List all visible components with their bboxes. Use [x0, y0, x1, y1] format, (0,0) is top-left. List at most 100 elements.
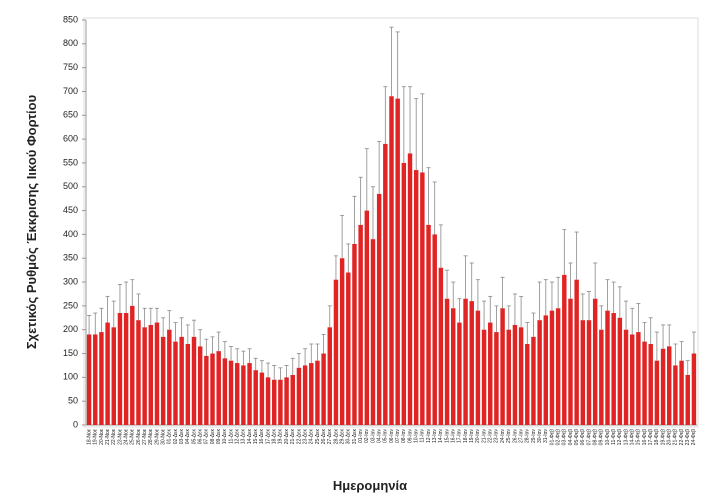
bar: [247, 363, 252, 425]
x-tick-label: 29-Δεκ: [339, 429, 345, 445]
x-tick-label: 22-Νοε: [111, 428, 117, 445]
bar: [679, 360, 684, 425]
bar: [370, 239, 376, 425]
bar: [278, 379, 283, 425]
x-tick-label: 24-Ιαν: [500, 429, 506, 444]
x-tick-label: 20-Ιαν: [475, 429, 481, 444]
x-tick-label: 23-Δεκ: [302, 429, 308, 445]
x-tick-label: 22-Δεκ: [296, 429, 302, 445]
x-tick-label: 02-Δεκ: [173, 429, 179, 445]
x-tick-label: 30-Δεκ: [346, 429, 352, 445]
bar: [500, 308, 505, 425]
y-tick-label: 600: [63, 133, 78, 143]
x-tick-label: 26-Νοε: [136, 428, 142, 445]
x-tick-label: 25-Ιαν: [506, 429, 512, 444]
x-tick-label: 23-Ιαν: [494, 429, 500, 444]
y-tick-label: 850: [63, 14, 78, 24]
x-tick-label: 08-Φεβ: [592, 429, 598, 445]
bar: [642, 341, 647, 425]
x-tick-label: 05-Ιαν: [383, 429, 389, 444]
bar: [346, 272, 351, 425]
x-tick-label: 11-Δεκ: [228, 429, 234, 444]
bar: [629, 334, 635, 425]
bar: [309, 363, 314, 425]
bar: [265, 377, 271, 425]
x-tick-label: 01-Ιαν: [358, 429, 364, 444]
x-tick-label: 19-Ιαν: [469, 429, 475, 444]
y-tick-label: 650: [63, 110, 78, 120]
bar: [469, 301, 474, 425]
x-tick-label: 28-Δεκ: [333, 429, 339, 445]
x-tick-label: 24-Νοε: [123, 428, 129, 445]
x-tick-label: 13-Δεκ: [241, 429, 247, 445]
y-tick-label: 150: [63, 348, 78, 358]
bar: [259, 372, 265, 425]
x-tick-label: 12-Δεκ: [235, 429, 241, 445]
bar: [185, 344, 191, 425]
bar: [364, 210, 370, 425]
x-tick-label: 17-Δεκ: [265, 429, 271, 445]
bar: [253, 370, 258, 425]
bar: [605, 310, 610, 425]
x-tick-label: 16-Δεκ: [259, 429, 265, 445]
x-tick-label: 11-Ιαν: [420, 429, 426, 443]
x-tick-label: 28-Νοε: [148, 428, 154, 445]
bar: [222, 358, 228, 425]
bar: [302, 365, 308, 425]
bar: [531, 336, 536, 425]
bar: [568, 298, 573, 425]
bar: [407, 153, 413, 426]
x-tick-label: 10-Δεκ: [222, 429, 228, 445]
bar: [580, 320, 586, 425]
bar: [160, 336, 166, 425]
y-tick-label: 100: [63, 372, 78, 382]
bar: [123, 313, 129, 425]
bar: [179, 336, 184, 425]
bar: [315, 360, 320, 425]
y-tick-label: 300: [63, 276, 78, 286]
bar: [99, 332, 104, 425]
bar: [660, 348, 666, 425]
bar: [654, 360, 660, 425]
y-tick-label: 500: [63, 181, 78, 191]
x-tick-label: 20-Φεβ: [667, 429, 673, 445]
x-tick-label: 02-Φεβ: [555, 429, 561, 445]
bar: [148, 324, 154, 425]
bar: [611, 313, 616, 425]
bar: [167, 329, 172, 425]
bar: [130, 305, 135, 425]
x-tick-label: 09-Φεβ: [599, 429, 605, 445]
bar: [333, 279, 339, 425]
bar: [86, 334, 92, 425]
x-tick-label: 22-Ιαν: [488, 429, 494, 444]
bar: [93, 334, 98, 425]
x-tick-label: 27-Δεκ: [327, 429, 333, 445]
bar: [383, 143, 388, 425]
bar: [574, 279, 579, 425]
x-tick-label: 11-Φεβ: [611, 429, 617, 445]
x-tick-label: 09-Δεκ: [216, 429, 222, 445]
x-tick-label: 10-Ιαν: [414, 429, 420, 444]
y-tick-label: 800: [63, 38, 78, 48]
y-tick-label: 350: [63, 253, 78, 263]
x-tick-label: 01-Φεβ: [549, 429, 555, 445]
bar: [352, 243, 357, 425]
x-tick-label: 07-Ιαν: [395, 429, 401, 444]
bar: [321, 353, 326, 425]
bar: [284, 377, 289, 425]
x-tick-label: 19-Νοε: [93, 428, 99, 445]
x-tick-label: 31-Ιαν: [543, 429, 549, 444]
bar: [518, 327, 524, 425]
bar: [555, 308, 561, 425]
y-tick-label: 0: [73, 419, 78, 429]
bar: [506, 329, 511, 425]
bar: [210, 353, 215, 425]
x-tick-label: 04-Δεκ: [185, 429, 191, 445]
y-axis-label: Σχετικός Ρυθμός Έκκρισης Ιικού Φορτίου: [24, 94, 39, 349]
bar: [444, 298, 450, 425]
bar: [234, 363, 240, 425]
x-tick-label: 19-Δεκ: [278, 429, 284, 445]
bar: [457, 322, 462, 425]
bar: [475, 310, 481, 425]
